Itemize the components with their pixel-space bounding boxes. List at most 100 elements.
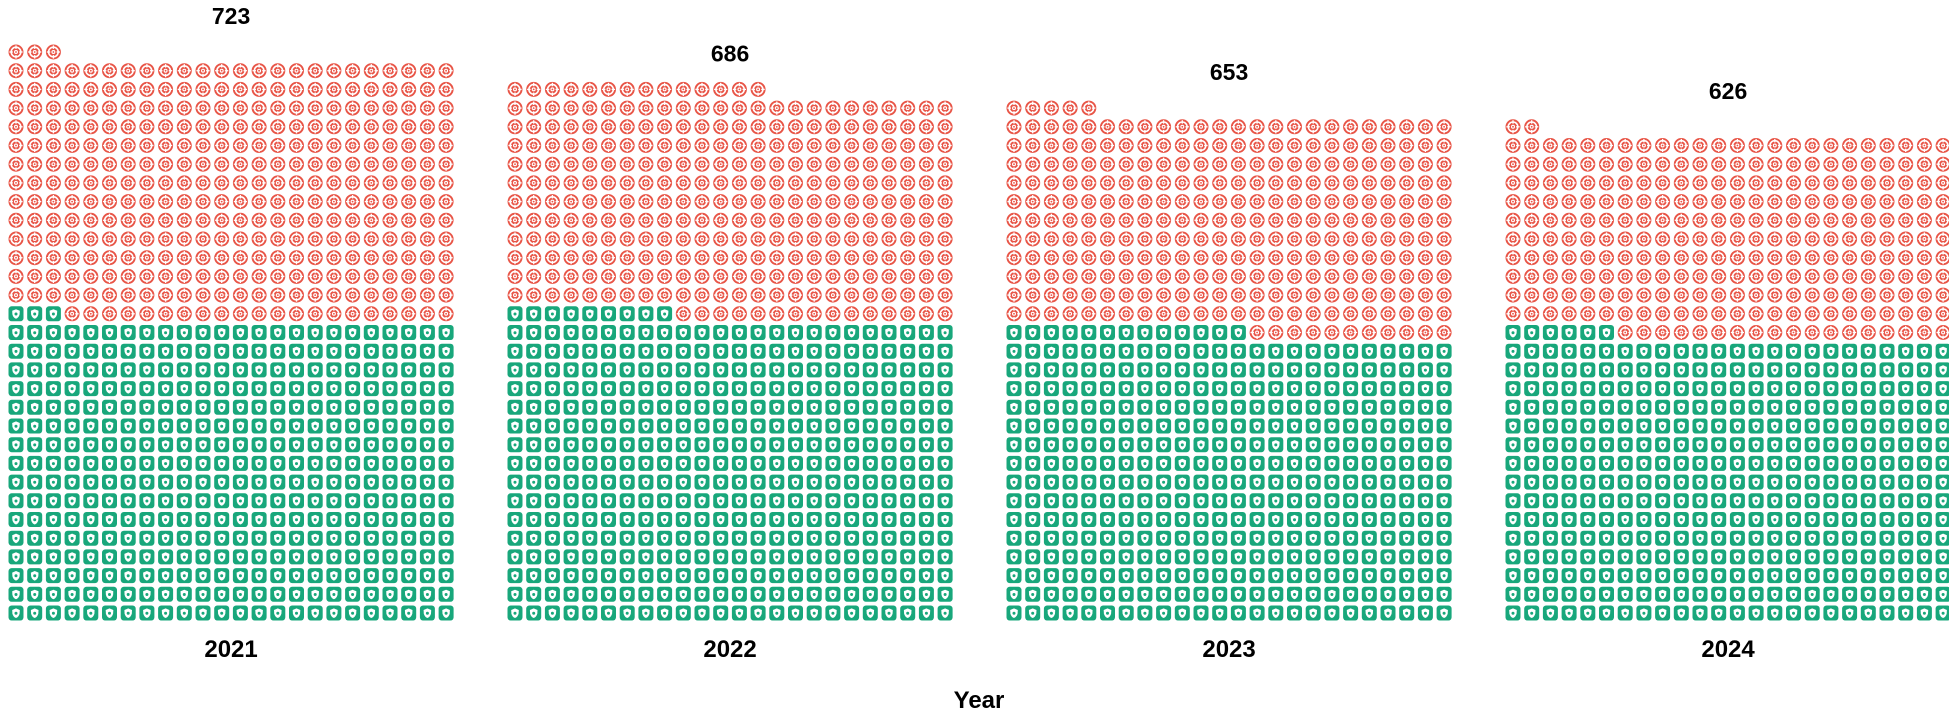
target-waffle-icon xyxy=(582,250,598,266)
shield-waffle-icon xyxy=(750,437,766,453)
shield-waffle-icon xyxy=(345,437,361,453)
shield-waffle-icon xyxy=(1193,455,1209,471)
shield-waffle-icon xyxy=(158,605,174,621)
shield-waffle-icon xyxy=(806,493,822,509)
target-waffle-icon xyxy=(1361,231,1377,247)
target-waffle-icon xyxy=(1505,287,1521,303)
shield-waffle-icon xyxy=(83,381,99,397)
shield-waffle-icon xyxy=(382,455,398,471)
target-waffle-icon xyxy=(1212,268,1228,284)
shield-waffle-icon xyxy=(195,418,211,434)
shield-waffle-icon xyxy=(1729,549,1745,565)
shield-waffle-icon xyxy=(419,605,435,621)
shield-waffle-icon xyxy=(1062,325,1078,340)
target-waffle-icon xyxy=(289,231,304,247)
target-waffle-icon xyxy=(1879,306,1895,322)
target-waffle-icon xyxy=(1268,138,1284,153)
shield-waffle-icon xyxy=(806,512,822,527)
target-waffle-icon xyxy=(1193,119,1209,135)
shield-waffle-icon xyxy=(1305,437,1321,453)
target-waffle-icon xyxy=(1505,119,1521,135)
shield-waffle-icon xyxy=(1617,568,1633,584)
shield-waffle-icon xyxy=(1174,437,1190,453)
shield-waffle-icon xyxy=(1062,605,1078,621)
shield-waffle-icon xyxy=(176,399,192,415)
shield-waffle-icon xyxy=(1786,605,1801,621)
target-waffle-icon xyxy=(1025,250,1041,266)
target-waffle-icon xyxy=(1636,306,1652,322)
shield-waffle-icon xyxy=(1580,362,1596,378)
shield-waffle-icon xyxy=(345,493,361,509)
target-waffle-icon xyxy=(1729,156,1745,172)
shield-waffle-icon xyxy=(1436,512,1452,527)
target-waffle-icon xyxy=(657,287,673,303)
shield-waffle-icon xyxy=(544,474,560,490)
shield-waffle-icon xyxy=(638,568,654,584)
shield-waffle-icon xyxy=(289,455,304,471)
shield-waffle-icon xyxy=(694,568,710,584)
shield-waffle-icon xyxy=(1025,418,1041,434)
shield-waffle-icon xyxy=(251,437,267,453)
target-waffle-icon xyxy=(419,287,435,303)
target-waffle-icon xyxy=(1561,156,1577,172)
shield-waffle-icon xyxy=(1505,474,1521,490)
shield-waffle-icon xyxy=(844,586,860,602)
target-waffle-icon xyxy=(1436,156,1452,172)
shield-waffle-icon xyxy=(1006,343,1022,359)
shield-waffle-icon xyxy=(675,605,691,621)
target-waffle-icon xyxy=(918,138,934,153)
shield-waffle-icon xyxy=(345,362,361,378)
target-waffle-icon xyxy=(363,156,379,172)
shield-waffle-icon xyxy=(1193,586,1209,602)
target-waffle-icon xyxy=(27,100,43,116)
target-waffle-icon xyxy=(1935,306,1949,322)
target-waffle-icon xyxy=(1729,231,1745,247)
target-waffle-icon xyxy=(526,81,542,97)
shield-waffle-icon xyxy=(507,549,523,565)
target-waffle-icon xyxy=(1748,138,1764,153)
shield-waffle-icon xyxy=(900,474,916,490)
target-waffle-icon xyxy=(862,119,878,135)
shield-waffle-icon xyxy=(1212,362,1228,378)
target-waffle-icon xyxy=(1673,138,1689,153)
target-waffle-icon xyxy=(1636,231,1652,247)
shield-waffle-icon xyxy=(1860,381,1876,397)
shield-waffle-icon xyxy=(382,530,398,546)
shield-waffle-icon xyxy=(825,381,841,397)
target-waffle-icon xyxy=(1193,194,1209,210)
shield-waffle-icon xyxy=(438,605,454,621)
target-waffle-icon xyxy=(195,212,211,228)
target-waffle-icon xyxy=(1249,156,1265,172)
shield-waffle-icon xyxy=(64,549,80,565)
target-waffle-icon xyxy=(1542,156,1558,172)
shield-waffle-icon xyxy=(1916,437,1932,453)
target-waffle-icon xyxy=(401,231,417,247)
target-waffle-icon xyxy=(862,138,878,153)
shield-waffle-icon xyxy=(289,549,304,565)
shield-waffle-icon xyxy=(419,568,435,584)
target-waffle-icon xyxy=(1542,250,1558,266)
shield-waffle-icon xyxy=(45,399,61,415)
target-waffle-icon xyxy=(900,156,916,172)
target-waffle-icon xyxy=(1174,306,1190,322)
shield-waffle-icon xyxy=(563,549,579,565)
shield-waffle-icon xyxy=(619,381,635,397)
target-waffle-icon xyxy=(270,119,286,135)
shield-waffle-icon xyxy=(1249,343,1265,359)
shield-waffle-icon xyxy=(1898,399,1914,415)
target-waffle-icon xyxy=(1081,194,1097,210)
shield-waffle-icon xyxy=(401,381,417,397)
target-waffle-icon xyxy=(195,287,211,303)
shield-waffle-icon xyxy=(102,493,117,509)
shield-waffle-icon xyxy=(270,418,286,434)
target-waffle-icon xyxy=(438,175,454,191)
shield-waffle-icon xyxy=(1174,381,1190,397)
target-waffle-icon xyxy=(881,250,897,266)
shield-waffle-icon xyxy=(158,399,174,415)
shield-waffle-icon xyxy=(1305,418,1321,434)
shield-waffle-icon xyxy=(139,437,155,453)
target-waffle-icon xyxy=(1898,156,1914,172)
target-waffle-icon xyxy=(526,119,542,135)
shield-waffle-icon xyxy=(1025,568,1041,584)
shield-waffle-icon xyxy=(563,399,579,415)
